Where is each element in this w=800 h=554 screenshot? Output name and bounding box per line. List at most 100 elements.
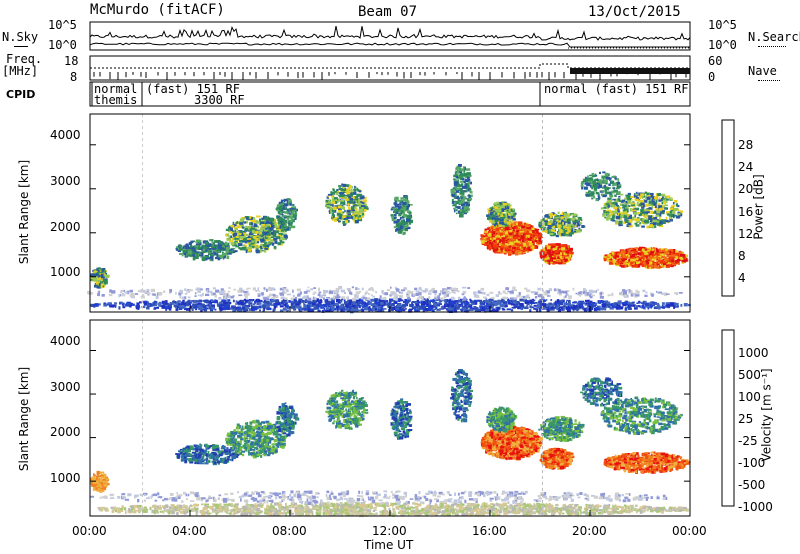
noise-tick-right-bottom: 10^0 xyxy=(708,38,737,52)
velocity-ytick-1000: 1000 xyxy=(50,471,81,485)
nave-tick-bottom: 0 xyxy=(708,70,716,84)
velocity-blob-0 xyxy=(90,470,110,493)
power-cbar-frame xyxy=(721,119,735,297)
nave-tick-top: 60 xyxy=(708,54,723,68)
noise-tick-right-top: 10^5 xyxy=(708,18,737,32)
velocity-ytick-2000: 2000 xyxy=(50,425,81,439)
nave-line xyxy=(758,80,780,81)
noise-tick-left-bottom: 10^0 xyxy=(48,38,77,52)
cpid-mode-3: (fast) 151 RF xyxy=(146,82,240,96)
power-cbar-tick-16: 16 xyxy=(738,205,754,219)
velocity-blob-5 xyxy=(390,398,413,440)
power-blob-11 xyxy=(600,191,683,229)
cpid-mode-1: normal xyxy=(94,82,138,96)
power-blob-5 xyxy=(390,195,413,236)
nave-series xyxy=(93,72,687,80)
cpid-mode-4: 3300 RF xyxy=(194,93,245,107)
velocity-cbar-tick-m100: -100 xyxy=(738,456,766,470)
xtick-6: 00:00 xyxy=(672,524,707,538)
station-title: McMurdo (fitACF) xyxy=(90,2,225,18)
velocity-blob-4 xyxy=(325,389,369,430)
noise-sky-line xyxy=(14,46,28,47)
velocity-cbar-tick-100: 100 xyxy=(738,390,761,404)
velocity-blob-2 xyxy=(225,419,289,459)
cpid-mode-5: normal (fast) 151 RF xyxy=(544,82,689,96)
power-cbar-tick-12: 12 xyxy=(738,227,754,241)
velocity-blob-1 xyxy=(175,443,240,466)
velocity-cbar-tick-m1000: -1000 xyxy=(738,500,773,514)
power-blob-9 xyxy=(486,201,517,228)
power-blob-2 xyxy=(225,215,288,254)
power-blob-4 xyxy=(325,183,369,226)
noise-search-series xyxy=(89,42,690,48)
beam-label: Beam 07 xyxy=(358,4,418,20)
power-cbar-tick-4: 4 xyxy=(738,271,746,285)
freq-series xyxy=(90,63,690,69)
velocity-blob-6 xyxy=(450,369,473,423)
velocity-ytick-3000: 3000 xyxy=(50,380,81,394)
cpid-mode-2: themis xyxy=(94,93,138,107)
xtick-3: 12:00 xyxy=(372,524,407,538)
power-blob-6 xyxy=(450,164,473,218)
velocity-blob-10 xyxy=(538,415,585,442)
xtick-1: 04:00 xyxy=(172,524,207,538)
freq-label-1: Freq. xyxy=(6,52,43,66)
power-ytick-4000: 4000 xyxy=(50,128,81,142)
freq-label-2: [MHz] xyxy=(2,64,39,78)
cpid-panel-frame xyxy=(89,81,691,107)
freq-tick-bottom: 8 xyxy=(70,70,78,84)
velocity-cbar-tick-500: 500 xyxy=(738,368,761,382)
power-cbar-tick-28: 28 xyxy=(738,138,754,152)
power-blob-8 xyxy=(539,243,574,265)
power-blob-12 xyxy=(603,246,689,270)
power-cbar-tick-8: 8 xyxy=(738,249,746,263)
velocity-panel-frame xyxy=(89,319,691,517)
velocity-ground-scatter xyxy=(97,502,689,518)
power-blob-10 xyxy=(538,211,586,238)
power-ytick-3000: 3000 xyxy=(50,174,81,188)
power-scatter-haze xyxy=(87,286,683,302)
noise-panel-frame xyxy=(89,21,691,51)
velocity-cbar-tick-m25: -25 xyxy=(738,434,758,448)
velocity-cbar-tick-25: 25 xyxy=(738,412,754,426)
velocity-ytick-4000: 4000 xyxy=(50,334,81,348)
power-cbar-tick-24: 24 xyxy=(738,160,754,174)
power-ytick-2000: 2000 xyxy=(50,220,81,234)
velocity-blob-11 xyxy=(600,396,683,435)
velocity-blob-13 xyxy=(580,377,623,407)
power-cbar-tick-20: 20 xyxy=(738,182,754,196)
power-blob-13 xyxy=(580,171,622,202)
xtick-2: 08:00 xyxy=(272,524,307,538)
power-ground-scatter xyxy=(90,298,691,314)
velocity-cbar-tick-m500: -500 xyxy=(738,478,766,492)
noise-search-label: N.Search xyxy=(748,30,800,44)
velocity-scatter-haze xyxy=(90,490,668,506)
xtick-5: 20:00 xyxy=(572,524,607,538)
velocity-cbar-frame xyxy=(721,329,735,507)
velocity-panel-border xyxy=(89,319,691,517)
velocity-blob-9 xyxy=(486,406,518,433)
nave-dense-block xyxy=(570,68,690,74)
x-axis-label: Time UT xyxy=(364,538,414,552)
cpid-label: CPID xyxy=(6,88,36,101)
power-blob-3 xyxy=(275,198,298,231)
velocity-cbar-tick-1000: 1000 xyxy=(738,346,769,360)
noise-sky-series xyxy=(89,25,691,41)
power-panel-frame xyxy=(89,113,691,313)
velocity-blob-8 xyxy=(539,447,575,470)
noise-search-line xyxy=(758,46,786,47)
noise-sky-label: N.Sky xyxy=(2,30,39,44)
power-ytick-1000: 1000 xyxy=(50,265,81,279)
date-label: 13/Oct/2015 xyxy=(588,4,681,20)
velocity-blob-3 xyxy=(275,402,300,437)
power-blob-1 xyxy=(175,239,238,262)
velocity-blob-12 xyxy=(603,451,691,474)
velocity-blob-7 xyxy=(480,425,544,461)
xtick-0: 00:00 xyxy=(72,524,107,538)
nave-label: Nave xyxy=(748,64,777,78)
noise-tick-left-top: 10^5 xyxy=(48,18,77,32)
power-panel-border xyxy=(89,113,691,313)
freq-tick-top: 18 xyxy=(64,54,79,68)
xtick-4: 16:00 xyxy=(472,524,507,538)
